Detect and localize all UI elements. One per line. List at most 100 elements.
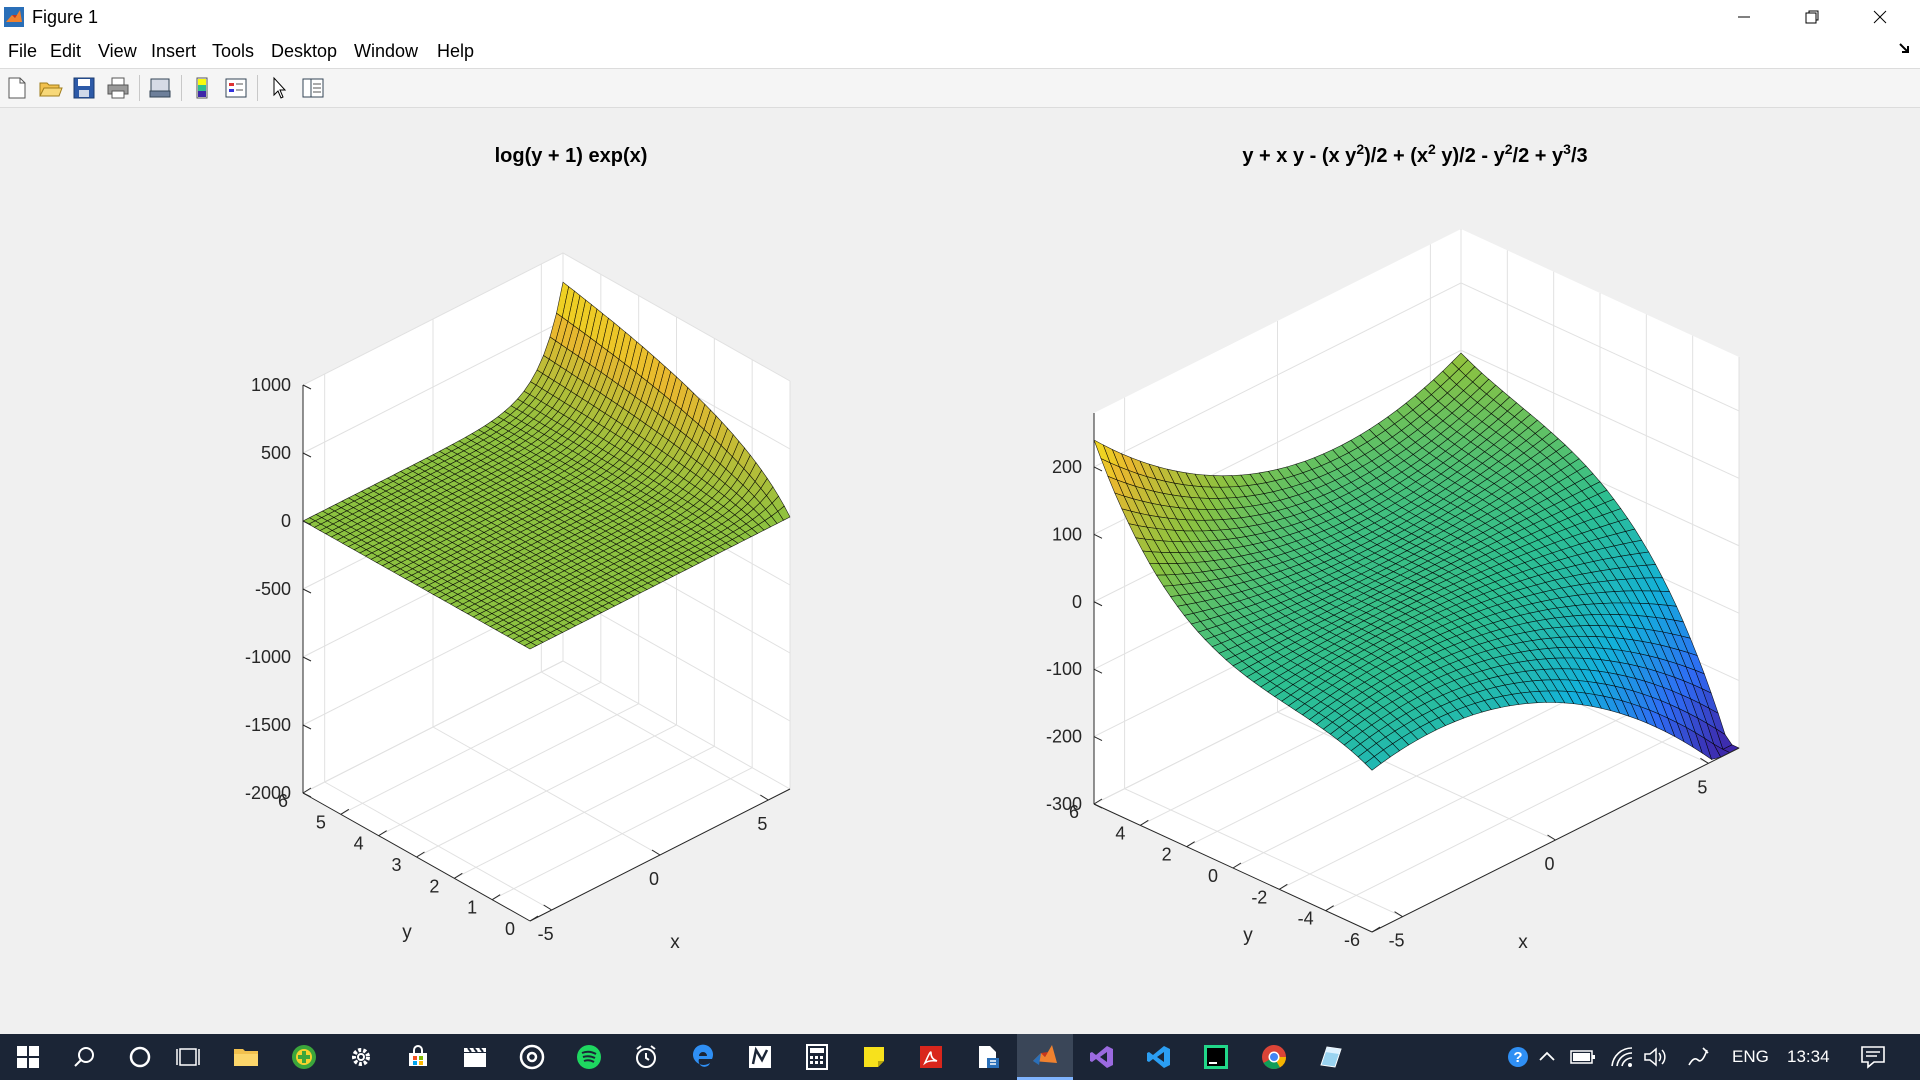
paint-icon[interactable] <box>1302 1034 1358 1080</box>
property-editor-icon[interactable] <box>300 75 326 101</box>
window-title: Figure 1 <box>32 7 99 27</box>
document-tool-icon[interactable] <box>960 1034 1016 1080</box>
restore-button[interactable] <box>1778 0 1846 34</box>
matlab-figure-icon <box>4 7 24 27</box>
store-icon[interactable] <box>390 1034 446 1080</box>
minimize-button[interactable] <box>1710 0 1778 34</box>
y-tick-label: 1 <box>467 898 477 918</box>
tick-labels: -5 0 5 -6 -4 -2 0 2 4 6-300 -200 -100 0 100 200 <box>1046 457 1709 951</box>
x-tick-label: 5 <box>757 814 767 834</box>
title-bar: Figure 1 <box>0 0 1920 34</box>
matlab-icon[interactable] <box>1017 1034 1073 1080</box>
colorbar-icon[interactable] <box>189 75 215 101</box>
print-preview-icon[interactable] <box>147 75 173 101</box>
z-tick-label: 200 <box>1052 457 1082 477</box>
help-icon[interactable]: ? <box>1506 1045 1530 1069</box>
menu-file[interactable]: File <box>8 41 38 61</box>
z-tick-label: -500 <box>255 579 291 599</box>
plus-app-icon[interactable] <box>276 1034 332 1080</box>
y-tick-label: 3 <box>391 855 401 875</box>
save-icon[interactable] <box>71 75 97 101</box>
open-file-icon[interactable] <box>37 75 63 101</box>
pointer-icon[interactable] <box>266 75 292 101</box>
y-tick-label: 0 <box>1208 866 1218 886</box>
surface-mesh <box>1093 352 1740 771</box>
y-tick-label: 0 <box>505 919 515 939</box>
alarm-clock-icon[interactable] <box>618 1034 674 1080</box>
menu-bar: File Edit View Insert Tools Desktop Wind… <box>0 34 1920 69</box>
calculator-icon[interactable] <box>789 1034 845 1080</box>
legend-icon[interactable] <box>223 75 249 101</box>
z-tick-label: -300 <box>1046 794 1082 814</box>
plots-svg: -5050123456-2000-1500-1000-50005001000xy… <box>245 141 1740 953</box>
figure-toolbar <box>0 69 1920 108</box>
chart-title: y + x y - (x y2)/2 + (x2 y)/2 - y2/2 + y… <box>1242 141 1587 167</box>
menu-help[interactable]: Help <box>437 41 475 61</box>
menu-edit[interactable]: Edit <box>50 41 82 61</box>
menu-tools[interactable]: Tools <box>212 41 255 61</box>
sticky-notes-icon[interactable] <box>846 1034 902 1080</box>
pen-workspace-icon[interactable] <box>1686 1046 1710 1068</box>
chart-title: log(y + 1) exp(x) <box>495 145 648 167</box>
acrobat-icon[interactable] <box>903 1034 959 1080</box>
y-tick-label: 2 <box>429 876 439 896</box>
pycharm-icon[interactable] <box>1188 1034 1244 1080</box>
menu-view[interactable]: View <box>98 41 137 61</box>
close-button[interactable] <box>1846 0 1914 34</box>
y-tick-label: -6 <box>1344 930 1360 950</box>
y-tick-label: 2 <box>1162 845 1172 865</box>
y-tick-label: -4 <box>1298 909 1314 929</box>
toolbar-separator <box>181 75 182 101</box>
z-tick-label: 0 <box>281 511 291 531</box>
z-tick-label: -1500 <box>245 715 291 735</box>
dock-arrow-icon[interactable] <box>1898 42 1912 56</box>
task-view-icon[interactable] <box>160 1034 216 1080</box>
notifications-icon[interactable] <box>1860 1045 1886 1069</box>
spotify-icon[interactable] <box>561 1034 617 1080</box>
y-tick-label: 6 <box>1069 802 1079 822</box>
clock-time[interactable]: 13:34 <box>1787 1047 1830 1066</box>
battery-icon[interactable] <box>1570 1048 1596 1066</box>
toolbar-separator <box>257 75 258 101</box>
file-explorer-icon[interactable] <box>218 1034 274 1080</box>
video-editor-icon[interactable] <box>447 1034 503 1080</box>
surface-plot-2: -5 0 5 -6 -4 -2 0 2 4 6-300 -200 -100 0 100 200 x y y + x… <box>1046 141 1740 953</box>
y-tick-label: -2 <box>1251 887 1267 907</box>
chevron-up-icon[interactable] <box>1538 1048 1556 1066</box>
wifi-icon[interactable] <box>1610 1046 1634 1068</box>
windows-start-icon[interactable] <box>0 1034 56 1080</box>
vscode-icon[interactable] <box>1131 1034 1187 1080</box>
menu-insert[interactable]: Insert <box>151 41 197 61</box>
media-icon[interactable] <box>504 1034 560 1080</box>
x-tick-label: -5 <box>1389 931 1405 951</box>
x-axis-label: x <box>670 932 680 953</box>
settings-icon[interactable] <box>333 1034 389 1080</box>
cortana-icon[interactable] <box>112 1034 168 1080</box>
pen-app-icon[interactable] <box>732 1034 788 1080</box>
visual-studio-icon[interactable] <box>1074 1034 1130 1080</box>
x-tick-label: 0 <box>649 869 659 889</box>
new-figure-icon[interactable] <box>4 75 30 101</box>
z-tick-label: 1000 <box>251 375 291 395</box>
language-indicator[interactable]: ENG <box>1732 1047 1769 1066</box>
z-tick-label: -1000 <box>245 647 291 667</box>
z-tick-label: -2000 <box>245 783 291 803</box>
minimize-icon <box>1738 16 1750 18</box>
x-tick-label: 5 <box>1697 777 1707 797</box>
surface-mesh <box>302 281 791 650</box>
toolbar-separator <box>139 75 140 101</box>
volume-icon[interactable] <box>1643 1046 1667 1068</box>
svg-text:?: ? <box>1513 1049 1522 1066</box>
menu-desktop[interactable]: Desktop <box>271 41 338 61</box>
chrome-icon[interactable] <box>1246 1034 1302 1080</box>
z-tick-label: 100 <box>1052 524 1082 544</box>
edge-icon[interactable] <box>675 1034 731 1080</box>
x-tick-label: 0 <box>1544 854 1554 874</box>
restore-icon <box>1805 10 1819 24</box>
x-tick-label: -5 <box>538 924 554 944</box>
tick-labels: -5 0 5 0 1 2 3 4 5 6-2000 -1500 -1000 -500 0 500 1000 <box>245 375 769 944</box>
menu-window[interactable]: Window <box>354 41 419 61</box>
search-icon[interactable] <box>56 1034 112 1080</box>
print-icon[interactable] <box>105 75 131 101</box>
taskbar: ? ENG 13:34 <box>0 1034 1920 1080</box>
